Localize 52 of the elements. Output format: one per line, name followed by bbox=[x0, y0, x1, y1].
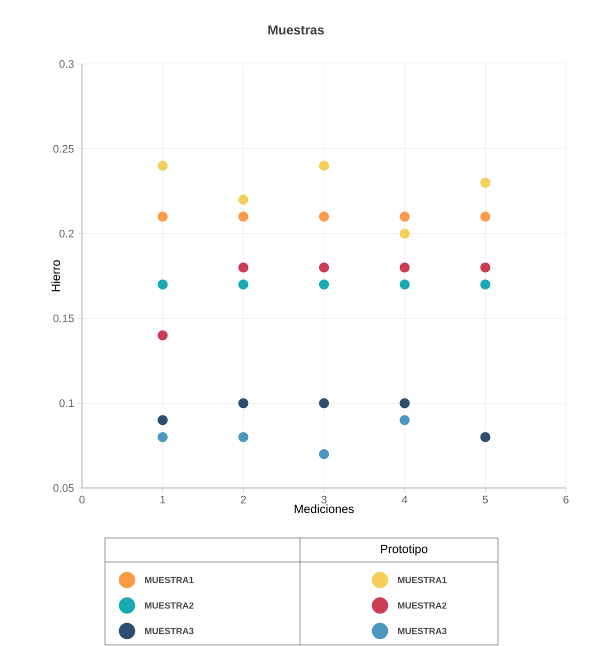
point bbox=[238, 398, 248, 408]
x-tick-label: 3 bbox=[321, 496, 327, 504]
point bbox=[400, 415, 410, 426]
legend-label: MUESTRA1 bbox=[398, 576, 447, 584]
point bbox=[158, 279, 168, 290]
point bbox=[318, 398, 329, 408]
x-tick-label: 4 bbox=[402, 496, 408, 504]
point bbox=[480, 432, 490, 442]
point bbox=[158, 212, 168, 222]
legend-label: MUESTRA2 bbox=[398, 602, 446, 609]
point bbox=[318, 160, 329, 171]
point bbox=[158, 432, 168, 442]
point bbox=[318, 262, 329, 273]
point bbox=[158, 160, 168, 171]
legend-label: MUESTRA3 bbox=[398, 628, 446, 634]
point bbox=[400, 228, 410, 239]
point bbox=[158, 415, 168, 426]
point bbox=[480, 178, 490, 188]
point bbox=[480, 279, 490, 290]
y-tick-label: 0.3 bbox=[59, 60, 74, 68]
x-tick-label: 0 bbox=[79, 496, 85, 504]
point bbox=[238, 262, 248, 273]
point bbox=[400, 262, 410, 273]
point bbox=[400, 279, 410, 290]
point bbox=[238, 432, 248, 442]
legend-label: MUESTRA1 bbox=[145, 576, 194, 584]
y-tick-label: 0.05 bbox=[53, 484, 74, 492]
x-tick-label: 6 bbox=[564, 496, 569, 504]
y-axis-title: Hierro bbox=[51, 260, 60, 292]
x-axis-title: Mediciones bbox=[294, 504, 354, 514]
point bbox=[480, 212, 490, 222]
legend-label: MUESTRA2 bbox=[145, 602, 194, 609]
text: Prototipo bbox=[381, 544, 428, 556]
point bbox=[238, 194, 248, 205]
point bbox=[480, 262, 490, 273]
point bbox=[400, 398, 410, 408]
y-tick-label: 0.2 bbox=[59, 230, 74, 238]
x-tick-label: 1 bbox=[160, 496, 166, 504]
point bbox=[318, 449, 329, 460]
point bbox=[318, 212, 329, 222]
legend-label: MUESTRA3 bbox=[145, 628, 194, 634]
point bbox=[400, 212, 410, 222]
y-tick-label: 0.15 bbox=[53, 314, 74, 322]
y-tick-label: 0.1 bbox=[59, 399, 74, 408]
y-tick-label: 0.25 bbox=[53, 144, 74, 153]
point bbox=[318, 279, 329, 290]
point bbox=[238, 279, 248, 290]
x-tick-label: 2 bbox=[240, 496, 246, 504]
chart-title: Muestras bbox=[268, 25, 324, 35]
point bbox=[158, 330, 168, 340]
point bbox=[238, 212, 248, 222]
x-tick-label: 5 bbox=[482, 496, 488, 504]
